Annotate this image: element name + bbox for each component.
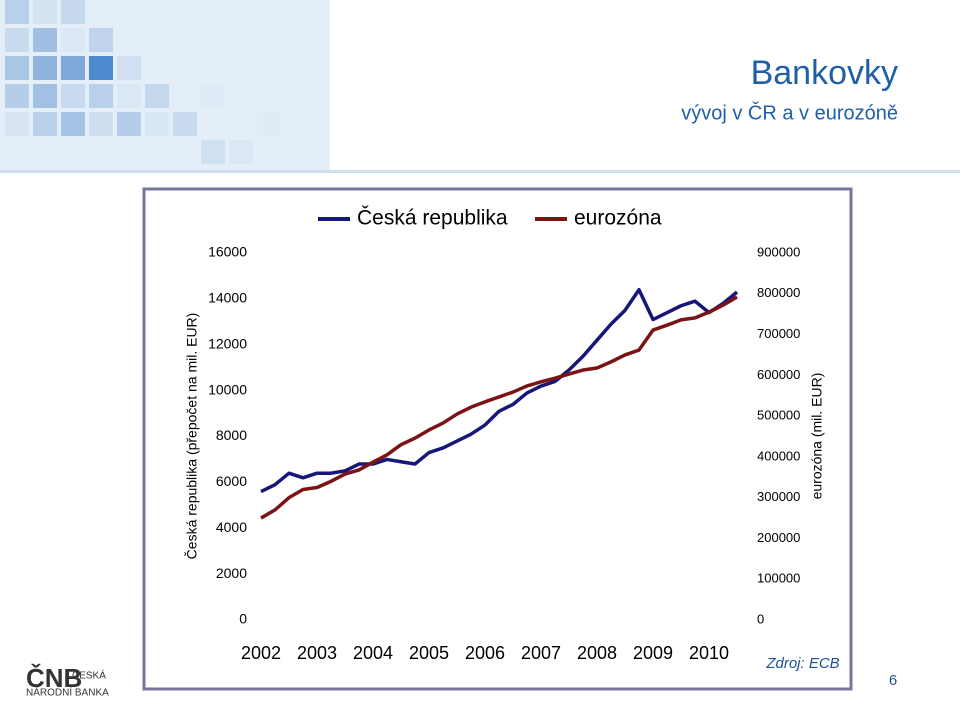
plot: 0 2000 4000 6000 8000 10000 12000 14000 16000 0 10…: [208, 207, 800, 663]
y-tick-label: 10000: [208, 381, 247, 397]
mosaic: [0, 0, 960, 173]
y-tick-label: 0: [239, 611, 247, 627]
y2-tick-label: 800000: [757, 285, 800, 300]
y2-tick-label: 300000: [757, 489, 800, 504]
logo-text: NÁRODNÍ BANKA: [26, 686, 109, 699]
y-tick-label: 14000: [208, 290, 247, 306]
y2-tick-label: 400000: [757, 448, 800, 463]
x-tick-label: 2007: [521, 643, 561, 663]
legend-label: Česká republika: [357, 207, 508, 230]
y2-axis-label: eurozóna (mil. EUR): [809, 373, 825, 500]
y2-tick-label: 600000: [757, 367, 800, 382]
legend-label: eurozóna: [574, 207, 662, 230]
page-number: 6: [889, 672, 897, 689]
y2-tick-label: 700000: [757, 326, 800, 341]
logo-text: ČESKÁ: [72, 669, 106, 682]
data-line: [260, 287, 739, 494]
slide-subtitle: vývoj v ČR a v eurozóně: [681, 101, 898, 124]
x-tick-label: 2006: [465, 643, 505, 663]
data-line: [260, 295, 738, 520]
x-tick-label: 2005: [409, 643, 449, 663]
logo: ČNB ČESKÁ NÁRODNÍ BANKA: [26, 663, 109, 699]
y-axis-label: Česká republika (přepočet na mil. EUR): [184, 313, 200, 560]
x-tick-label: 2010: [689, 643, 729, 663]
x-tick-label: 2002: [241, 643, 281, 663]
x-tick-label: 2009: [633, 643, 673, 663]
logo-mark: ČNB: [26, 663, 82, 693]
y-tick-label: 8000: [216, 427, 247, 443]
y-tick-label: 16000: [208, 244, 247, 260]
y2-tick-label: 200000: [757, 530, 800, 545]
x-tick-label: 2008: [577, 643, 617, 663]
source-note: Zdroj: ECB: [765, 655, 839, 672]
x-tick-label: 2004: [353, 643, 393, 663]
slide-title: Bankovky: [751, 54, 898, 92]
y-tick-label: 6000: [216, 473, 247, 489]
chart-frame: [142, 187, 853, 691]
y-tick-label: 4000: [216, 519, 247, 535]
y2-tick-label: 0: [757, 611, 764, 626]
y2-tick-label: 900000: [757, 244, 800, 259]
y2-tick-label: 100000: [757, 571, 800, 586]
x-tick-label: 2003: [297, 643, 337, 663]
y-tick-label: 2000: [216, 565, 247, 581]
y2-tick-label: 500000: [757, 408, 800, 423]
y-tick-label: 12000: [208, 335, 247, 351]
